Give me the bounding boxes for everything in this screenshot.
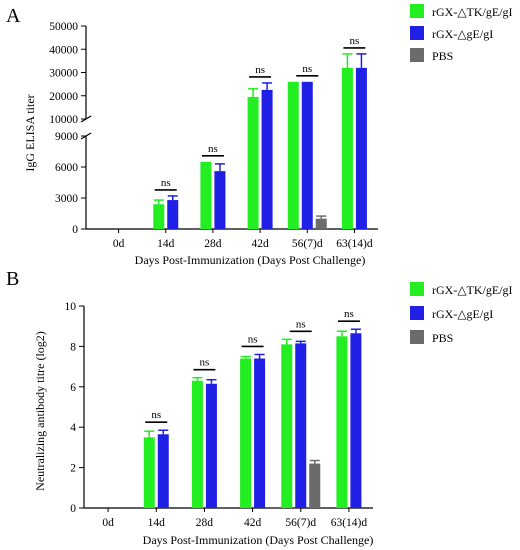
panel-a-x-tick-label: 63(14)d — [336, 238, 373, 250]
panel-a-bar — [167, 200, 179, 229]
panel-a-label: A — [6, 5, 21, 27]
panel-a-legend: rGX-△TK/gE/gI rGX-△gE/gI PBS — [410, 4, 513, 63]
panel-a-y-tick-label: 50000 — [49, 21, 78, 33]
panel-b-legend-label: PBS — [432, 331, 453, 345]
panel-a-y-tick-label: 30000 — [49, 68, 78, 80]
panel-b-x-tick-label: 63(14)d — [331, 517, 368, 529]
panel-a-x-tick-label: 42d — [251, 238, 269, 250]
panel-a-y-tick-label: 9000 — [55, 131, 78, 143]
panel-b-legend-swatch — [410, 306, 424, 320]
panel-b-x-tick-label: 14d — [148, 517, 166, 529]
panel-a-y-tick-label: 10000 — [49, 114, 78, 126]
panel-b-bar — [205, 383, 217, 508]
panel-b-legend-label: rGX-△gE/gI — [432, 307, 493, 321]
panel-a-y-tick-label: 6000 — [55, 162, 78, 174]
panel-a-y-tick-label: 0 — [72, 224, 78, 236]
panel-a-bar — [153, 204, 165, 229]
panel-b-significance-label: ns — [344, 308, 354, 320]
panel-a-bar — [355, 67, 367, 229]
panel-a-bar — [315, 218, 327, 229]
panel-a-axis-break-mark — [80, 115, 92, 123]
panel-b-y-tick-label: 0 — [70, 503, 76, 515]
panel-b-significance-label: ns — [296, 318, 306, 330]
panel-b-y-tick-label: 10 — [65, 301, 77, 313]
panel-b-bar — [281, 344, 293, 508]
panel-b-legend-label: rGX-△TK/gE/gI — [432, 283, 513, 297]
panel-a-legend-label: rGX-△TK/gE/gI — [432, 5, 513, 19]
panel-a-significance-label: ns — [208, 143, 218, 155]
panel-b-bar — [254, 358, 266, 508]
panel-a-y-axis-label: IgG ELISA titer — [23, 94, 37, 171]
panel-a: A IgG ELISA titer Days Post-Immunization… — [6, 4, 513, 267]
panel-a-bar — [200, 161, 212, 229]
panel-a-bar — [214, 171, 226, 229]
panel-b-bar — [336, 336, 348, 508]
panel-b-y-tick-label: 4 — [70, 422, 76, 434]
panel-a-bar — [341, 67, 353, 229]
panel-b-y-tick-label: 8 — [70, 341, 76, 353]
panel-b-significance-label: ns — [200, 357, 210, 369]
panel-a-legend-label: rGX-△gE/gI — [432, 27, 493, 41]
panel-a-significance-label: ns — [161, 177, 171, 189]
panel-b-legend: rGX-△TK/gE/gI rGX-△gE/gI PBS — [410, 282, 513, 345]
panel-b-y-tick-label: 6 — [70, 382, 76, 394]
panel-b-bar — [191, 380, 203, 508]
panel-a-y-tick-label: 3000 — [55, 193, 78, 205]
panel-b-bar — [295, 343, 307, 508]
panel-a-significance-label: ns — [255, 64, 265, 76]
panel-b-bar — [309, 463, 321, 508]
panel-a-x-tick-label: 28d — [204, 238, 222, 250]
panel-a-significance-label: ns — [302, 63, 312, 75]
panel-a-bar — [261, 89, 273, 229]
panel-a-legend-swatch — [410, 26, 424, 40]
panel-b-bar — [143, 437, 155, 508]
panel-b-x-axis-label: Days Post-Immunization (Days Post Challe… — [143, 533, 374, 547]
panel-b-y-axis-label: Neutralizing antibody titre (log2) — [33, 331, 47, 491]
panel-a-legend-label: PBS — [432, 49, 453, 63]
panel-b-legend-swatch — [410, 330, 424, 344]
panel-b-x-tick-label: 56(7)d — [285, 517, 316, 529]
panel-b-legend-swatch — [410, 282, 424, 296]
panel-a-axis-break-mark — [80, 132, 92, 140]
panel-a-x-tick-label: 56(7)d — [292, 238, 323, 250]
panel-b-x-tick-label: 0d — [102, 517, 114, 529]
panel-b-x-tick-label: 28d — [196, 517, 214, 529]
panel-a-bar — [247, 96, 259, 229]
panel-b-y-tick-label: 2 — [70, 463, 76, 475]
panel-a-legend-swatch — [410, 4, 424, 18]
panel-b-bar — [350, 333, 362, 508]
panel-a-legend-swatch — [410, 48, 424, 62]
panel-b-bar — [157, 434, 169, 508]
panel-b-plot: 0 2 4 6 8 10 0d 14d 28d 42d 56(7)d 63(14)d ns ns ns ns n… — [65, 301, 373, 529]
panel-a-x-tick-label: 14d — [157, 238, 175, 250]
panel-a-y-tick-label: 40000 — [49, 44, 78, 56]
panel-a-significance-label: ns — [350, 35, 360, 47]
panel-a-bar — [301, 81, 313, 229]
panel-b-significance-label: ns — [248, 333, 258, 345]
panel-b-label: B — [6, 268, 19, 290]
panel-a-bar — [287, 81, 299, 229]
panel-b: B Neutralizing antibody titre (log2) Day… — [6, 268, 513, 547]
panel-a-x-tick-label: 0d — [113, 238, 125, 250]
panel-b-bar — [240, 358, 252, 508]
panel-a-x-axis-label: Days Post-Immunization (Days Post Challe… — [135, 253, 366, 267]
panel-b-significance-label: ns — [151, 409, 161, 421]
panel-a-y-tick-label: 20000 — [49, 91, 78, 103]
panel-b-x-tick-label: 42d — [244, 517, 262, 529]
panel-a-plot: 0 3000 6000 9000 10000 20000 30000 40000 50000 0d… — [49, 21, 378, 250]
